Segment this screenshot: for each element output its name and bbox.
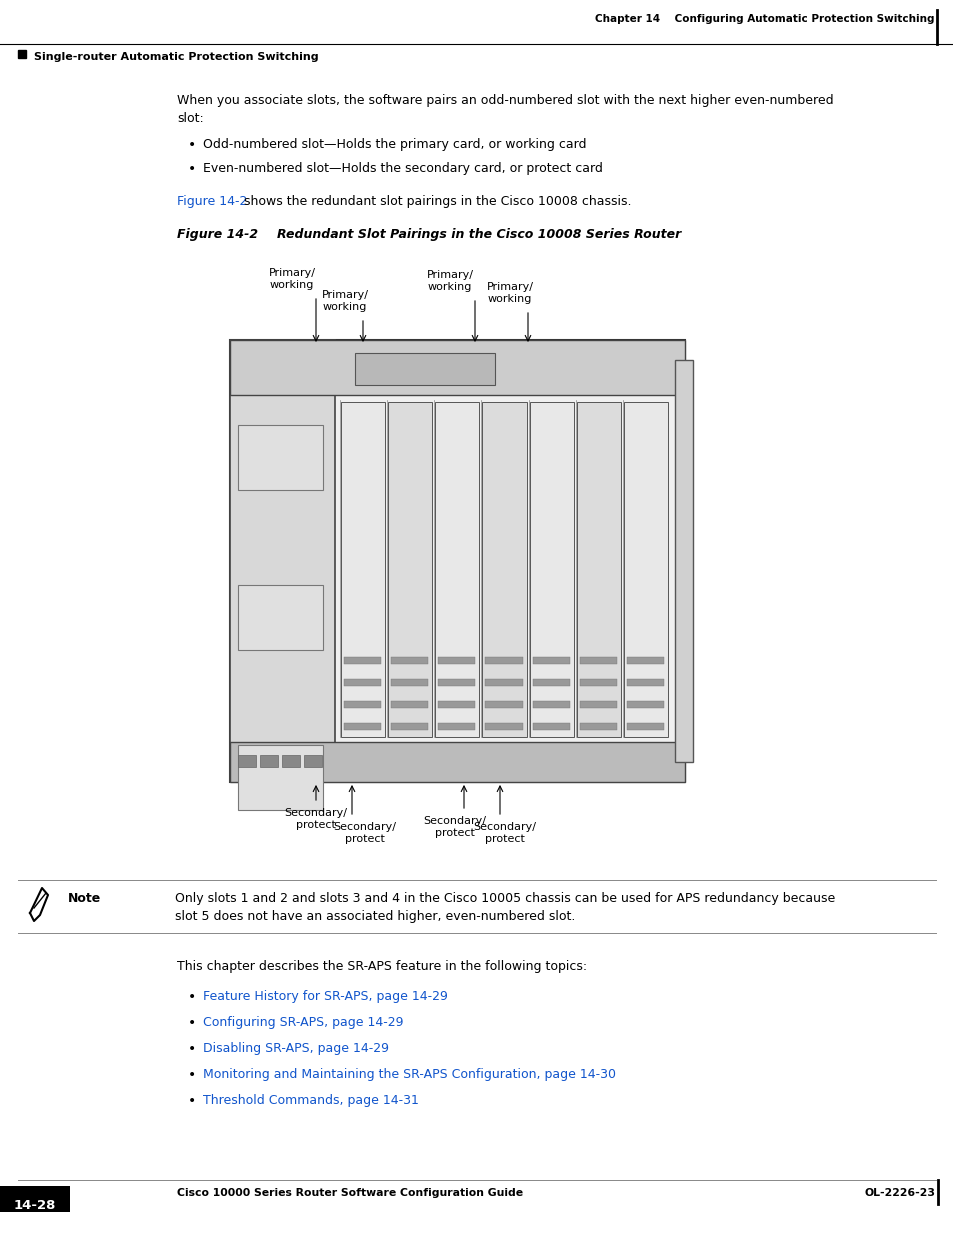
- Text: Monitoring and Maintaining the SR-APS Configuration, page 14-30: Monitoring and Maintaining the SR-APS Co…: [203, 1068, 616, 1081]
- Bar: [237, 425, 323, 490]
- Text: Redundant Slot Pairings in the Cisco 10008 Series Router: Redundant Slot Pairings in the Cisco 100…: [242, 228, 680, 241]
- Bar: [437, 657, 475, 664]
- Bar: [282, 755, 299, 767]
- Bar: [532, 657, 569, 664]
- Bar: [529, 403, 573, 737]
- Bar: [391, 657, 428, 664]
- Bar: [626, 701, 663, 708]
- Text: •: •: [188, 1094, 196, 1108]
- Bar: [355, 353, 495, 385]
- Bar: [435, 403, 479, 737]
- Text: •: •: [188, 162, 196, 177]
- Bar: [532, 722, 569, 730]
- Bar: [579, 679, 617, 685]
- Text: Single-router Automatic Protection Switching: Single-router Automatic Protection Switc…: [34, 52, 318, 62]
- Text: Chapter 14    Configuring Automatic Protection Switching: Chapter 14 Configuring Automatic Protect…: [595, 14, 934, 23]
- Text: Note: Note: [68, 892, 101, 905]
- Text: Disabling SR-APS, page 14-29: Disabling SR-APS, page 14-29: [203, 1042, 389, 1055]
- Bar: [388, 403, 432, 737]
- Bar: [437, 679, 475, 685]
- Text: Secondary/
protect: Secondary/ protect: [423, 816, 486, 837]
- Text: shows the redundant slot pairings in the Cisco 10008 chassis.: shows the redundant slot pairings in the…: [240, 195, 631, 207]
- Text: Secondary/
protect: Secondary/ protect: [473, 823, 536, 844]
- Text: 14-28: 14-28: [13, 1199, 56, 1212]
- Bar: [391, 722, 428, 730]
- Text: Configuring SR-APS, page 14-29: Configuring SR-APS, page 14-29: [203, 1016, 403, 1029]
- Bar: [340, 403, 385, 737]
- Bar: [230, 340, 335, 782]
- Text: Odd-numbered slot—Holds the primary card, or working card: Odd-numbered slot—Holds the primary card…: [203, 138, 586, 151]
- Bar: [18, 49, 26, 58]
- Text: Primary/
working: Primary/ working: [486, 282, 533, 304]
- Bar: [482, 403, 526, 737]
- Bar: [437, 722, 475, 730]
- Text: •: •: [188, 1042, 196, 1056]
- Bar: [230, 340, 684, 395]
- Text: OL-2226-23: OL-2226-23: [864, 1188, 935, 1198]
- Text: Figure 14-2: Figure 14-2: [177, 195, 247, 207]
- Bar: [485, 679, 522, 685]
- Text: •: •: [188, 1068, 196, 1082]
- Bar: [532, 679, 569, 685]
- Bar: [626, 679, 663, 685]
- Text: Secondary/
protect: Secondary/ protect: [334, 823, 396, 844]
- Bar: [675, 359, 692, 762]
- Text: •: •: [188, 1016, 196, 1030]
- Bar: [579, 722, 617, 730]
- Bar: [532, 701, 569, 708]
- Bar: [344, 657, 381, 664]
- Text: Primary/
working: Primary/ working: [321, 290, 368, 311]
- Bar: [391, 701, 428, 708]
- Text: When you associate slots, the software pairs an odd-numbered slot with the next : When you associate slots, the software p…: [177, 94, 833, 107]
- Bar: [485, 657, 522, 664]
- Bar: [437, 701, 475, 708]
- Text: Threshold Commands, page 14-31: Threshold Commands, page 14-31: [203, 1094, 418, 1107]
- Text: •: •: [188, 138, 196, 152]
- Bar: [237, 755, 255, 767]
- Bar: [344, 722, 381, 730]
- Text: This chapter describes the SR-APS feature in the following topics:: This chapter describes the SR-APS featur…: [177, 960, 586, 973]
- Bar: [485, 701, 522, 708]
- Bar: [260, 755, 277, 767]
- Bar: [344, 701, 381, 708]
- Text: Primary/
working: Primary/ working: [268, 268, 315, 289]
- Bar: [579, 657, 617, 664]
- Bar: [344, 679, 381, 685]
- Bar: [237, 585, 323, 650]
- Bar: [304, 755, 322, 767]
- Text: Secondary/
protect: Secondary/ protect: [284, 808, 347, 830]
- Text: Even-numbered slot—Holds the secondary card, or protect card: Even-numbered slot—Holds the secondary c…: [203, 162, 602, 175]
- Text: Feature History for SR-APS, page 14-29: Feature History for SR-APS, page 14-29: [203, 990, 447, 1003]
- Text: Only slots 1 and 2 and slots 3 and 4 in the Cisco 10005 chassis can be used for : Only slots 1 and 2 and slots 3 and 4 in …: [174, 892, 835, 905]
- Bar: [623, 403, 667, 737]
- Bar: [577, 403, 620, 737]
- Bar: [485, 722, 522, 730]
- Bar: [391, 679, 428, 685]
- Bar: [579, 701, 617, 708]
- Bar: [230, 742, 684, 782]
- Text: Cisco 10000 Series Router Software Configuration Guide: Cisco 10000 Series Router Software Confi…: [177, 1188, 522, 1198]
- Text: Primary/
working: Primary/ working: [426, 270, 473, 291]
- Text: Figure 14-2: Figure 14-2: [177, 228, 258, 241]
- Text: •: •: [188, 990, 196, 1004]
- Bar: [626, 722, 663, 730]
- Bar: [237, 745, 323, 810]
- Bar: [230, 340, 684, 782]
- Text: slot 5 does not have an associated higher, even-numbered slot.: slot 5 does not have an associated highe…: [174, 910, 575, 923]
- Bar: [0, 1186, 70, 1212]
- Bar: [626, 657, 663, 664]
- Text: slot:: slot:: [177, 112, 204, 125]
